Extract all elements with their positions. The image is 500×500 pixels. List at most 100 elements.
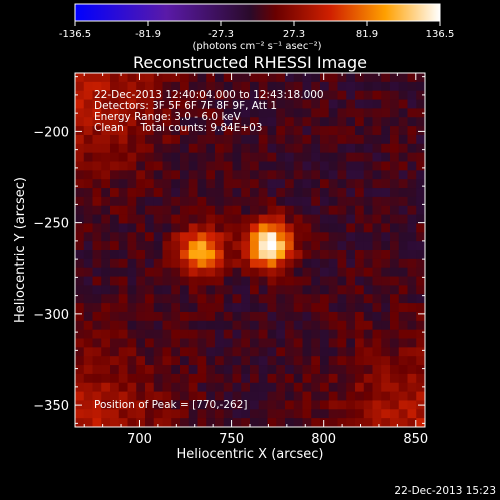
heatmap-cell <box>407 276 417 286</box>
heatmap-cell <box>241 258 251 269</box>
heatmap-cell <box>197 382 207 393</box>
heatmap-cell <box>171 329 181 340</box>
heatmap-cell <box>162 223 172 233</box>
heatmap-cell <box>407 400 417 410</box>
heatmap-cell <box>293 117 304 127</box>
heatmap-cell <box>145 373 155 384</box>
heatmap-cell <box>127 391 137 402</box>
heatmap-cell <box>337 90 347 101</box>
heatmap-cell <box>136 258 146 269</box>
heatmap-cell <box>136 365 146 375</box>
heatmap-cell <box>398 117 409 127</box>
heatmap-cell <box>381 179 391 189</box>
heatmap-cell <box>328 276 339 286</box>
heatmap-cell <box>232 338 242 348</box>
heatmap-cell <box>232 276 242 286</box>
heatmap-cell <box>127 117 137 127</box>
heatmap-cell <box>346 170 356 180</box>
heatmap-cell <box>276 214 286 225</box>
heatmap-cell <box>250 311 260 322</box>
heatmap-cell <box>276 418 286 427</box>
heatmap-cell <box>267 126 277 136</box>
heatmap-cell <box>206 303 216 313</box>
heatmap-cell <box>328 285 339 295</box>
heatmap-cell <box>363 170 374 180</box>
heatmap-cell <box>398 81 409 92</box>
heatmap-cell <box>188 382 199 393</box>
heatmap-cell <box>75 161 85 171</box>
x-tick-label: 750 <box>219 432 244 447</box>
heatmap-cell <box>363 303 374 313</box>
heatmap-cell <box>337 205 347 216</box>
heatmap-cell <box>118 196 129 207</box>
heatmap-cell <box>180 356 190 366</box>
heatmap-cell <box>197 250 207 260</box>
heatmap-cell <box>398 126 409 136</box>
heatmap-cell <box>328 81 339 92</box>
heatmap-cell <box>171 223 181 233</box>
heatmap-cell <box>232 418 242 427</box>
heatmap-cell <box>145 90 155 101</box>
heatmap-cell <box>232 90 242 101</box>
heatmap-cell <box>267 320 277 331</box>
heatmap-cell <box>83 134 94 145</box>
heatmap-cell <box>75 152 85 163</box>
heatmap-cell <box>250 258 260 269</box>
heatmap-cell <box>363 223 374 233</box>
heatmap-cell <box>320 400 330 410</box>
heatmap-cell <box>302 196 312 207</box>
heatmap-cell <box>171 161 181 171</box>
heatmap-cell <box>372 126 382 136</box>
heatmap-cell <box>215 81 225 92</box>
heatmap-cell <box>83 188 94 198</box>
heatmap-cell <box>223 126 234 136</box>
heatmap-cell <box>180 250 190 260</box>
heatmap-cell <box>363 409 374 419</box>
heatmap-cell <box>215 250 225 260</box>
heatmap-cell <box>372 108 382 118</box>
heatmap-cell <box>206 250 216 260</box>
heatmap-cell <box>232 126 242 136</box>
heatmap-cell <box>241 267 251 278</box>
heatmap-cell <box>302 418 312 427</box>
heatmap-cell <box>311 276 321 286</box>
heatmap-cell <box>276 73 286 83</box>
heatmap-cell <box>346 188 356 198</box>
heatmap-cell <box>407 356 417 366</box>
heatmap-cell <box>258 338 269 348</box>
heatmap-cell <box>398 232 409 242</box>
heatmap-cell <box>197 152 207 163</box>
heatmap-cell <box>355 196 365 207</box>
heatmap-cell <box>118 409 129 419</box>
heatmap-cell <box>372 90 382 101</box>
heatmap-cell <box>250 338 260 348</box>
heatmap-cell <box>223 267 234 278</box>
heatmap-cell <box>127 382 137 393</box>
heatmap-cell <box>416 117 425 127</box>
heatmap-cell <box>337 188 347 198</box>
heatmap-cell <box>311 391 321 402</box>
heatmap-cell <box>215 134 225 145</box>
heatmap-cell <box>381 338 391 348</box>
heatmap-cell <box>267 117 277 127</box>
heatmap-cell <box>180 223 190 233</box>
heatmap-cell <box>372 329 382 340</box>
heatmap-cell <box>355 347 365 357</box>
heatmap-cell <box>267 409 277 419</box>
heatmap-cell <box>110 223 120 233</box>
heatmap-cell <box>390 90 400 101</box>
heatmap-cell <box>355 188 365 198</box>
heatmap-cell <box>110 81 120 92</box>
heatmap-cell <box>223 90 234 101</box>
heatmap-cell <box>241 134 251 145</box>
heatmap-cell <box>337 373 347 384</box>
heatmap-cell <box>145 391 155 402</box>
heatmap-cell <box>267 329 277 340</box>
heatmap-cell <box>188 108 199 118</box>
heatmap-cell <box>276 373 286 384</box>
heatmap-cell <box>407 303 417 313</box>
heatmap-cell <box>206 285 216 295</box>
heatmap-cell <box>258 152 269 163</box>
heatmap-cell <box>390 152 400 163</box>
heatmap-cell <box>171 303 181 313</box>
